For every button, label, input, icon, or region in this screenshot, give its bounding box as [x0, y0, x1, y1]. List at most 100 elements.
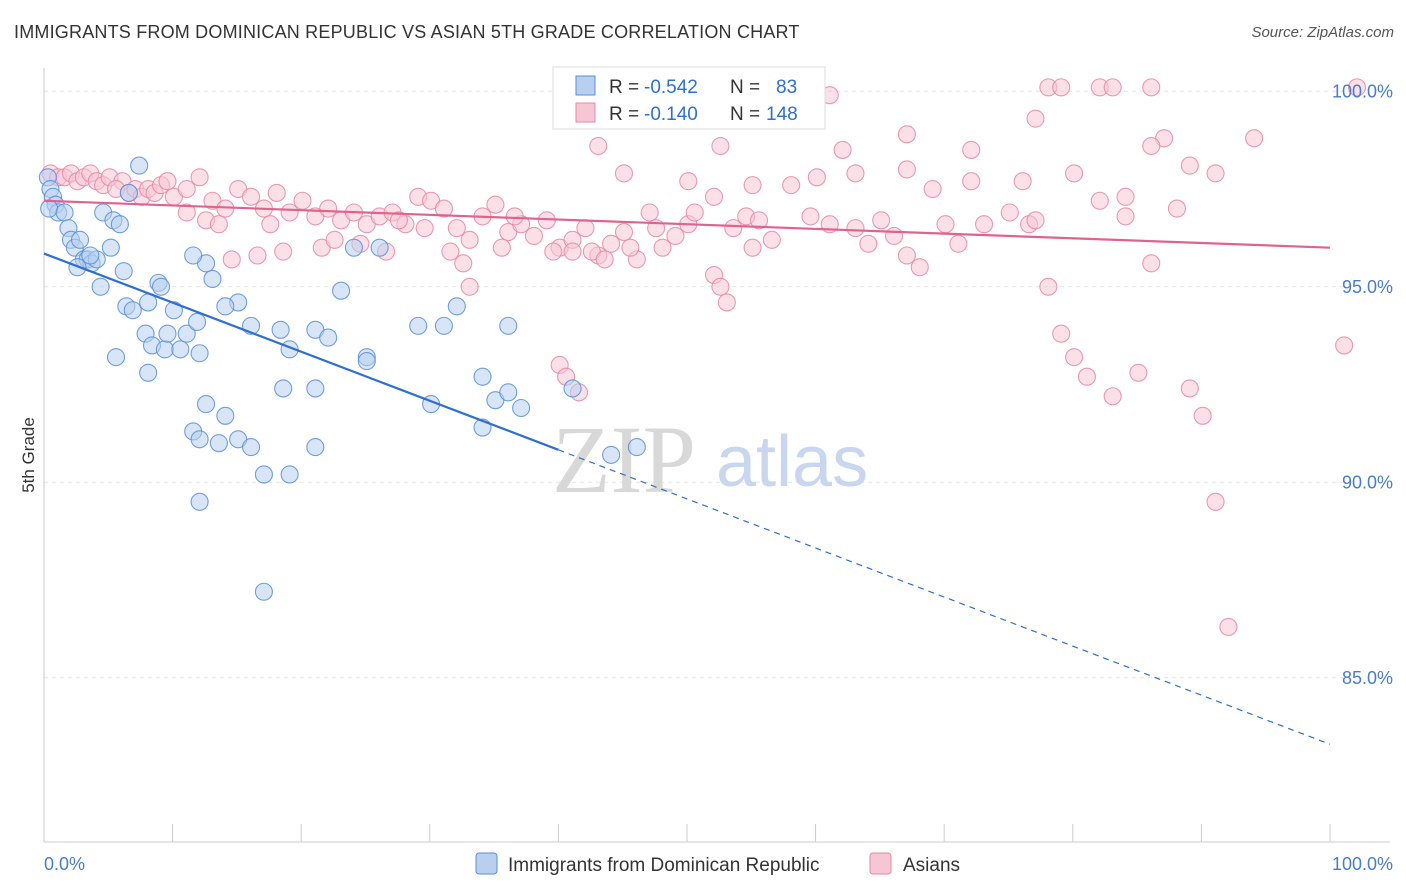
point-asian — [975, 215, 994, 234]
point-asian — [884, 226, 904, 245]
point-asian — [614, 164, 634, 183]
y-tick-label: 100.0% — [1332, 81, 1393, 101]
point-dominican — [512, 398, 531, 418]
watermark: ZIP atlas — [552, 406, 868, 513]
point-dominican — [271, 320, 290, 339]
point-dominican — [119, 183, 138, 202]
point-dominican — [139, 363, 158, 382]
top-legend: R = -0.542 N = 83 R = -0.140 N = 148 — [552, 66, 826, 130]
legend-swatch-pink — [575, 102, 596, 123]
legend-n-label-2: N = — [730, 104, 760, 125]
point-asian — [177, 203, 196, 222]
legend-n-value-2: 148 — [766, 104, 798, 125]
point-asian — [293, 191, 312, 210]
point-asian — [910, 258, 929, 277]
y-tick-label: 90.0% — [1342, 472, 1393, 492]
point-asian — [595, 250, 614, 269]
point-dominican — [254, 465, 273, 484]
point-asian — [563, 242, 582, 261]
point-asian — [492, 238, 511, 257]
point-dominican — [190, 492, 209, 511]
point-asian — [274, 242, 293, 261]
point-dominican — [155, 340, 174, 359]
point-asian — [846, 164, 865, 183]
point-asian — [1026, 109, 1045, 128]
point-asian — [434, 199, 453, 218]
point-asian — [280, 203, 299, 222]
point-asian — [704, 187, 724, 206]
point-asian — [859, 234, 878, 253]
point-asian — [833, 140, 852, 159]
point-dominican — [370, 238, 389, 257]
watermark-atlas: atlas — [716, 422, 868, 502]
trend-line-dominican-extension — [558, 449, 1331, 745]
point-dominican — [409, 316, 428, 335]
point-dominican — [91, 277, 110, 296]
point-asian — [1077, 367, 1096, 386]
legend-swatch-blue — [575, 75, 596, 96]
bottom-legend-swatch-pink — [869, 852, 892, 875]
point-asian — [1193, 406, 1212, 425]
y-axis-label: 5th Grade — [19, 417, 38, 493]
point-asian — [711, 136, 730, 156]
point-dominican — [164, 301, 183, 320]
point-asian — [1039, 277, 1058, 296]
point-asian — [602, 234, 621, 253]
point-asian — [962, 140, 981, 159]
point-dominican — [627, 438, 646, 457]
tick-layer: 85.0% 90.0% 95.0% 100.0% 0.0% 100.0% — [44, 81, 1393, 874]
points-layer — [38, 78, 1367, 637]
point-dominican — [280, 465, 299, 484]
point-asian — [666, 226, 685, 245]
point-asian — [1180, 156, 1199, 175]
point-asian — [801, 207, 820, 226]
point-asian — [621, 238, 640, 257]
point-dominican — [332, 281, 351, 300]
point-dominican — [114, 262, 133, 281]
point-dominican — [203, 269, 222, 289]
point-asian — [762, 230, 781, 249]
point-dominican — [306, 438, 325, 457]
point-dominican — [306, 379, 325, 398]
point-asian — [389, 211, 408, 230]
point-asian — [1026, 211, 1045, 230]
chart-title: IMMIGRANTS FROM DOMINICAN REPUBLIC VS AS… — [14, 22, 800, 42]
x-tick-label: 0.0% — [44, 854, 85, 874]
point-dominican — [190, 430, 209, 449]
legend-r-value-2: -0.140 — [644, 104, 698, 125]
point-dominican — [151, 277, 171, 296]
legend-r-label-2: R = — [609, 104, 639, 125]
point-dominican — [499, 316, 518, 335]
point-asian — [177, 179, 196, 199]
point-asian — [447, 219, 466, 238]
point-dominican — [130, 156, 149, 175]
point-asian — [544, 242, 563, 261]
point-dominican — [473, 367, 492, 386]
bottom-legend: Immigrants from Dominican Republic Asian… — [475, 852, 960, 876]
point-asian — [782, 176, 801, 195]
point-asian — [872, 211, 891, 230]
point-asian — [209, 215, 228, 234]
point-asian — [717, 293, 736, 312]
point-asian — [1245, 129, 1264, 148]
point-asian — [711, 277, 730, 296]
point-asian — [1052, 78, 1071, 97]
point-dominican — [190, 344, 209, 363]
point-dominican — [123, 301, 142, 320]
point-dominican — [344, 238, 363, 257]
source-label: Source: ZipAtlas.com — [1251, 24, 1394, 41]
point-asian — [267, 183, 286, 202]
point-dominican — [254, 582, 273, 601]
point-dominican — [216, 406, 235, 425]
point-asian — [1167, 199, 1187, 218]
point-asian — [1116, 207, 1135, 226]
point-asian — [614, 222, 634, 242]
point-asian — [897, 160, 916, 179]
point-asian — [1219, 617, 1238, 637]
point-asian — [261, 215, 280, 234]
point-asian — [1347, 78, 1367, 97]
point-asian — [1180, 379, 1199, 398]
point-asian — [1090, 191, 1109, 210]
point-dominican — [40, 199, 59, 218]
